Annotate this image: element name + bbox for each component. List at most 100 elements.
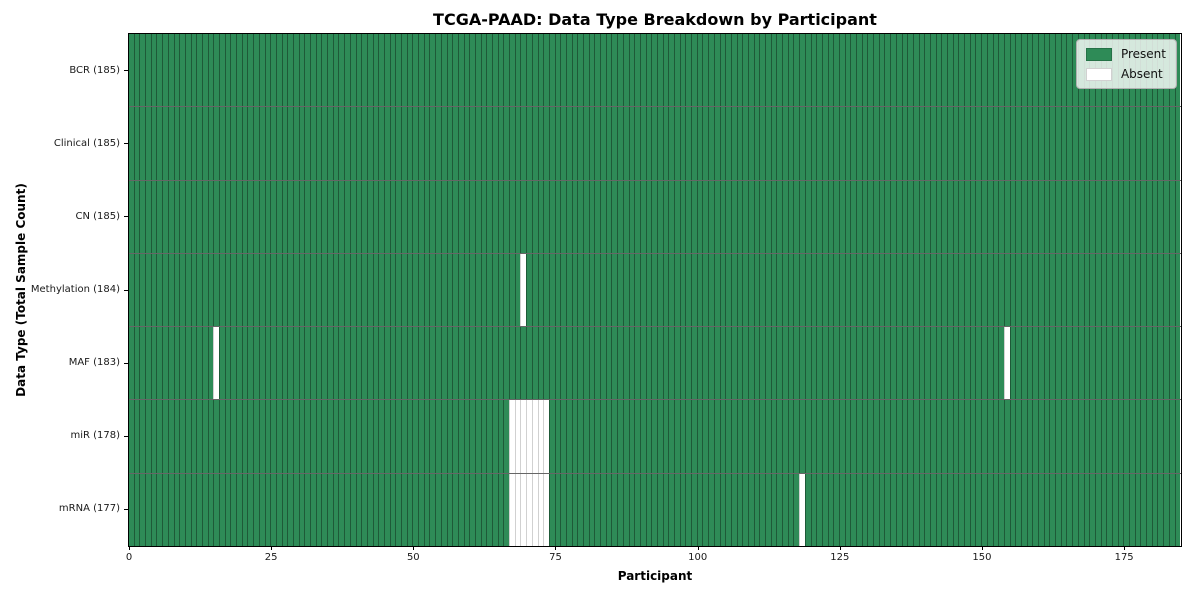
cell-present — [765, 400, 771, 473]
cell-present — [201, 34, 208, 107]
cell-present — [1003, 180, 1010, 253]
cell-present — [1094, 327, 1101, 400]
x-tick — [555, 546, 557, 550]
cell-present — [981, 253, 987, 327]
cell-present — [867, 473, 874, 546]
cell-present — [964, 180, 970, 253]
cell-absent — [509, 400, 515, 473]
cell-present — [196, 400, 202, 473]
cell-present — [890, 34, 896, 107]
cell-present — [594, 180, 601, 253]
cell-present — [935, 107, 942, 180]
cell-present — [918, 180, 925, 253]
cell-present — [344, 473, 350, 546]
cell-present — [941, 107, 947, 180]
cell-present — [998, 180, 1004, 253]
cell-present — [895, 107, 902, 180]
cell-present — [366, 473, 373, 546]
cell-present — [531, 327, 538, 400]
cell-present — [844, 253, 851, 327]
cell-present — [401, 253, 407, 327]
cell-present — [366, 34, 373, 107]
cell-present — [321, 473, 328, 546]
cell-present — [713, 34, 720, 107]
cell-present — [270, 400, 276, 473]
cell-present — [1055, 473, 1061, 546]
cell-present — [742, 180, 748, 253]
cell-present — [759, 107, 765, 180]
cell-present — [1038, 473, 1044, 546]
cell-present — [469, 107, 475, 180]
cell-present — [1026, 253, 1033, 327]
cell-present — [526, 34, 532, 107]
cell-present — [1077, 107, 1084, 180]
cell-present — [838, 473, 845, 546]
cell-present — [1020, 327, 1027, 400]
cell-present — [918, 34, 925, 107]
cell-present — [520, 327, 527, 400]
cell-present — [423, 34, 430, 107]
cell-present — [224, 327, 231, 400]
cell-present — [292, 107, 299, 180]
cell-present — [998, 473, 1004, 546]
cell-present — [554, 253, 561, 327]
cell-present — [190, 34, 197, 107]
cell-present — [907, 400, 913, 473]
cell-present — [492, 327, 498, 400]
cell-present — [1055, 34, 1061, 107]
cell-present — [190, 327, 197, 400]
cell-present — [827, 327, 834, 400]
cell-present — [901, 253, 908, 327]
cell-present — [179, 34, 185, 107]
cell-present — [907, 34, 913, 107]
cell-absent — [520, 253, 527, 327]
cell-present — [1151, 327, 1158, 400]
cell-present — [1089, 400, 1095, 473]
cell-present — [514, 327, 521, 400]
cell-present — [287, 253, 293, 327]
y-tick — [124, 435, 129, 437]
cell-present — [873, 107, 879, 180]
cell-present — [668, 34, 674, 107]
cell-present — [770, 180, 777, 253]
cell-present — [1066, 34, 1073, 107]
cell-present — [412, 473, 419, 546]
cell-present — [1049, 253, 1056, 327]
cell-present — [645, 180, 652, 253]
cell-present — [986, 180, 993, 253]
cell-present — [474, 180, 481, 253]
cell-present — [457, 327, 464, 400]
cell-present — [878, 473, 885, 546]
cell-present — [810, 327, 817, 400]
cell-present — [583, 253, 589, 327]
cell-present — [1157, 473, 1164, 546]
cell-present — [884, 473, 891, 546]
cell-present — [292, 327, 299, 400]
cell-present — [1106, 180, 1112, 253]
cell-absent — [799, 473, 805, 546]
cell-present — [196, 34, 202, 107]
cell-present — [1003, 473, 1010, 546]
cell-present — [696, 107, 703, 180]
cell-present — [275, 400, 282, 473]
cell-present — [1066, 107, 1073, 180]
cell-present — [1055, 180, 1061, 253]
cell-present — [1055, 327, 1061, 400]
cell-present — [207, 107, 214, 180]
cell-present — [548, 107, 555, 180]
cell-present — [1038, 34, 1044, 107]
cell-present — [526, 180, 532, 253]
cell-present — [463, 473, 470, 546]
cell-present — [1049, 180, 1056, 253]
cell-present — [236, 107, 242, 180]
cell-present — [423, 107, 430, 180]
cell-present — [981, 473, 987, 546]
cell-present — [264, 253, 271, 327]
cell-present — [895, 473, 902, 546]
cell-present — [133, 400, 140, 473]
cell-present — [270, 327, 276, 400]
y-tick — [124, 362, 129, 364]
cell-present — [332, 107, 339, 180]
cell-present — [1055, 400, 1061, 473]
cell-present — [156, 327, 163, 400]
